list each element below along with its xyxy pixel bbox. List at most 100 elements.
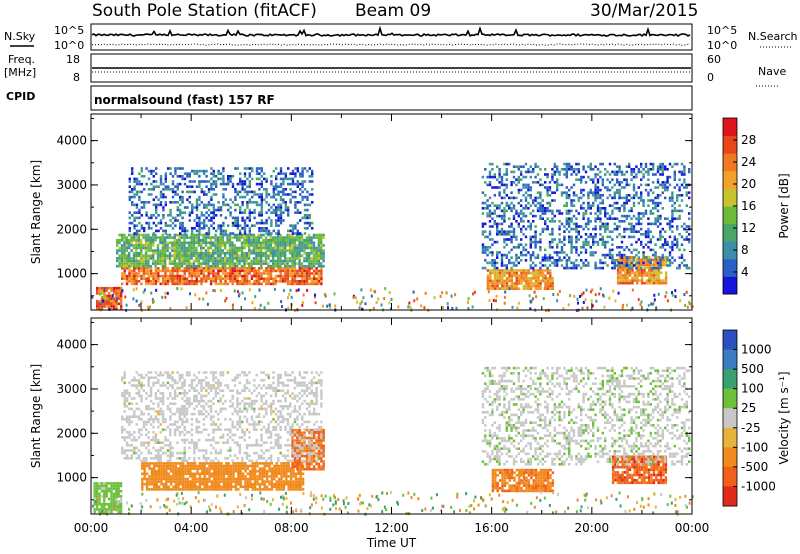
data-cell bbox=[493, 271, 497, 275]
data-cell bbox=[678, 264, 681, 267]
data-cell bbox=[183, 262, 186, 265]
data-cell bbox=[310, 267, 313, 270]
data-cell bbox=[253, 307, 256, 311]
data-cell bbox=[373, 290, 376, 293]
data-cell bbox=[618, 233, 621, 236]
data-cell bbox=[493, 186, 496, 189]
data-cell bbox=[128, 177, 131, 181]
data-cell bbox=[243, 272, 246, 275]
data-cell bbox=[294, 232, 297, 235]
data-cell bbox=[661, 246, 664, 249]
data-cell bbox=[264, 238, 268, 242]
data-cell bbox=[601, 207, 604, 210]
data-cell bbox=[267, 262, 270, 265]
data-cell bbox=[512, 165, 516, 168]
data-cell bbox=[544, 186, 547, 189]
data-cell bbox=[276, 241, 280, 245]
data-cell bbox=[616, 253, 619, 257]
data-cell bbox=[660, 281, 663, 285]
data-cell bbox=[299, 175, 302, 178]
data-cell bbox=[178, 282, 182, 286]
data-cell bbox=[584, 240, 588, 244]
data-cell bbox=[498, 271, 502, 275]
data-cell bbox=[203, 462, 206, 465]
data-cell bbox=[193, 172, 196, 175]
data-cell bbox=[300, 254, 304, 258]
data-cell bbox=[649, 230, 652, 233]
data-cell bbox=[659, 217, 662, 220]
data-cell bbox=[310, 246, 313, 250]
data-cell bbox=[203, 488, 206, 491]
data-cell bbox=[178, 244, 181, 247]
data-cell bbox=[589, 251, 592, 254]
data-cell bbox=[137, 241, 140, 245]
data-cell bbox=[493, 222, 496, 226]
data-cell bbox=[623, 220, 626, 223]
colorbar-tick-label: 8 bbox=[741, 243, 749, 257]
data-cell bbox=[219, 269, 222, 273]
data-cell bbox=[133, 216, 136, 220]
data-cell bbox=[642, 261, 645, 265]
data-cell bbox=[608, 181, 612, 184]
data-cell bbox=[233, 267, 237, 270]
data-cell bbox=[619, 268, 622, 272]
data-cell bbox=[560, 248, 564, 252]
data-cell bbox=[176, 251, 179, 255]
data-cell bbox=[166, 241, 169, 245]
data-cell bbox=[489, 269, 492, 272]
data-cell bbox=[599, 196, 602, 200]
data-cell bbox=[300, 233, 304, 237]
data-cell bbox=[130, 233, 133, 237]
data-cell bbox=[200, 169, 203, 173]
data-cell bbox=[666, 178, 669, 181]
data-cell bbox=[123, 251, 126, 255]
data-cell bbox=[570, 199, 573, 202]
data-cell bbox=[93, 484, 96, 488]
data-cell bbox=[147, 259, 150, 263]
data-cell bbox=[213, 462, 216, 465]
data-cell bbox=[108, 286, 111, 290]
data-cell bbox=[260, 167, 263, 170]
data-cell bbox=[619, 274, 622, 277]
data-cell bbox=[541, 259, 544, 262]
data-cell bbox=[174, 224, 177, 227]
data-cell bbox=[232, 472, 235, 476]
data-cell bbox=[556, 186, 559, 189]
data-cell bbox=[115, 484, 118, 488]
data-cell bbox=[262, 262, 265, 265]
data-cell bbox=[654, 222, 657, 226]
data-cell bbox=[291, 259, 294, 263]
data-cell bbox=[159, 201, 163, 204]
data-cell bbox=[637, 201, 640, 205]
data-cell bbox=[135, 249, 138, 252]
data-cell bbox=[168, 257, 172, 260]
data-cell bbox=[217, 469, 221, 473]
data-cell bbox=[192, 251, 196, 255]
data-cell bbox=[117, 502, 120, 506]
data-cell bbox=[133, 177, 136, 181]
data-cell bbox=[596, 207, 600, 210]
data-cell bbox=[250, 259, 253, 263]
data-cell bbox=[130, 269, 134, 273]
data-cell bbox=[673, 238, 676, 241]
data-cell bbox=[293, 277, 297, 280]
data-cell bbox=[298, 241, 301, 245]
data-cell bbox=[165, 477, 168, 481]
data-cell bbox=[269, 236, 272, 239]
data-cell bbox=[659, 266, 662, 270]
data-cell bbox=[213, 485, 216, 489]
data-cell bbox=[659, 261, 662, 265]
data-cell bbox=[103, 495, 106, 498]
data-cell bbox=[676, 162, 679, 166]
data-cell bbox=[308, 203, 311, 207]
data-cell bbox=[320, 267, 323, 270]
data-cell bbox=[286, 233, 289, 237]
data-cell bbox=[164, 262, 167, 265]
data-cell bbox=[155, 229, 158, 233]
data-cell bbox=[145, 485, 149, 489]
data-cell bbox=[599, 170, 602, 174]
data-cell bbox=[142, 264, 145, 268]
data-cell bbox=[486, 287, 490, 290]
data-cell bbox=[144, 254, 148, 258]
data-cell bbox=[548, 246, 552, 249]
